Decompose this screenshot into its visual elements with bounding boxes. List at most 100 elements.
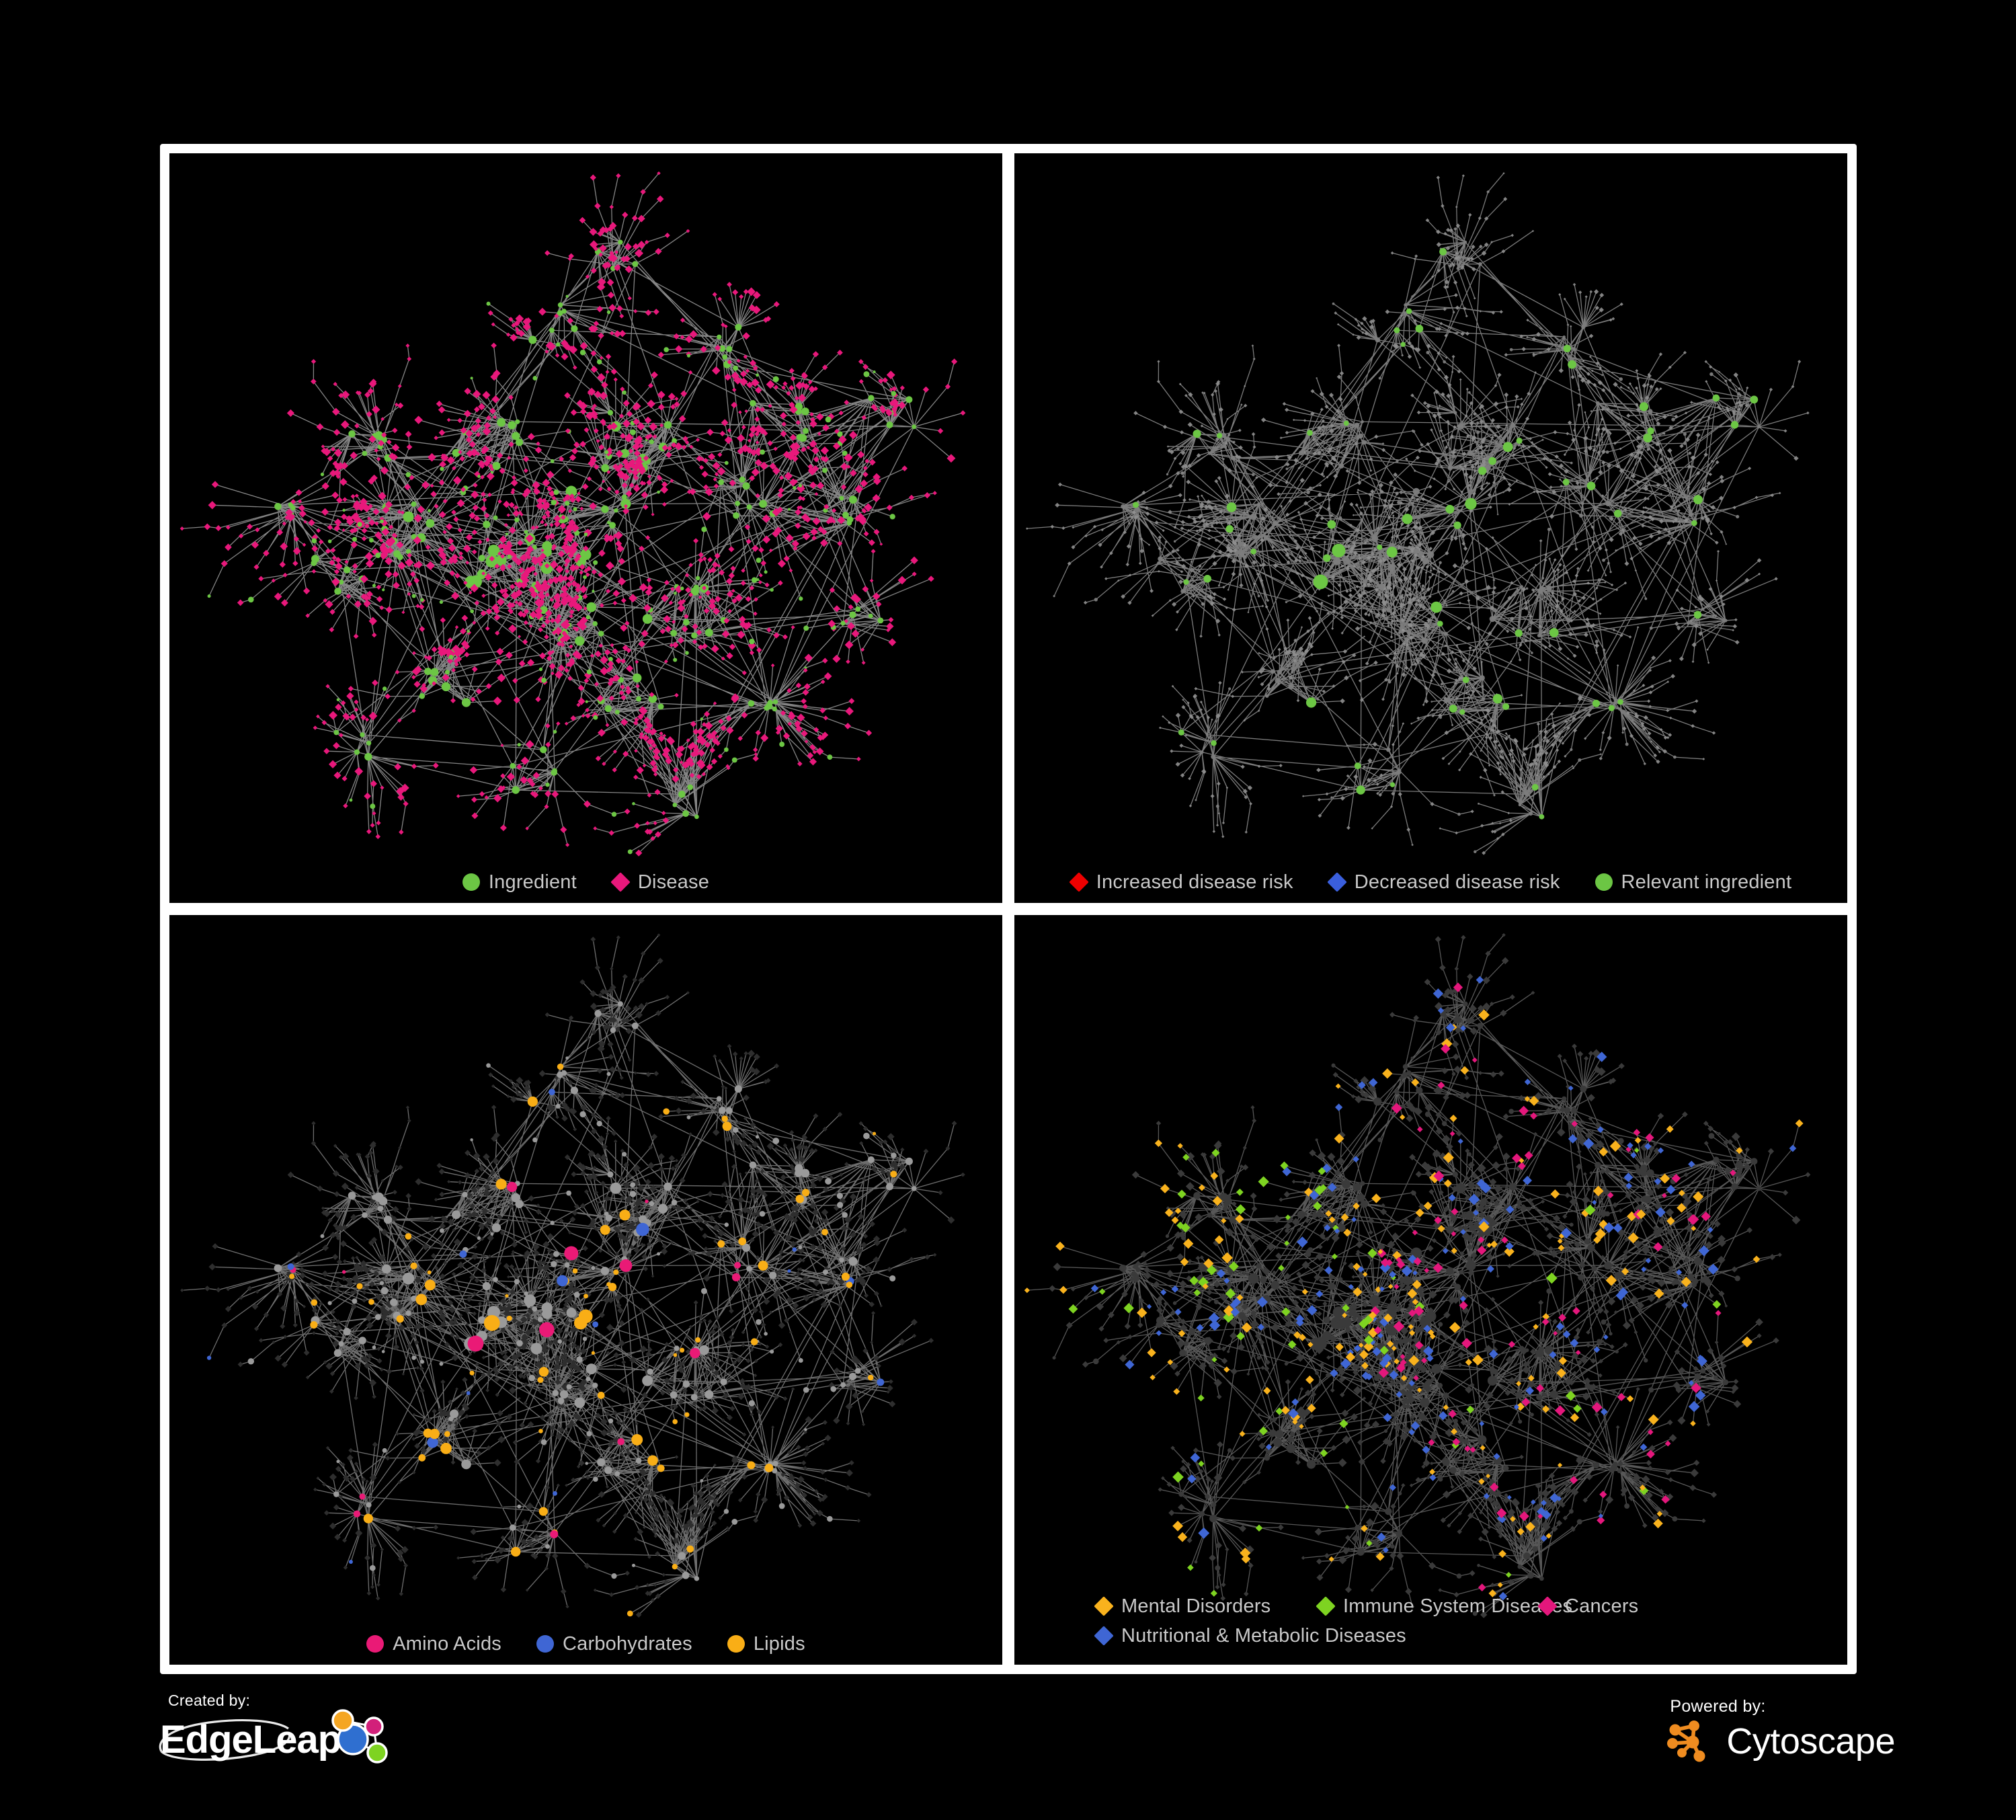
network-node-disease[interactable] [1378,482,1384,488]
network-node-disease[interactable] [1438,404,1441,407]
network-node-disease[interactable] [1050,524,1055,529]
network-node-disease[interactable] [348,1448,354,1453]
network-node-disease[interactable] [1516,405,1520,409]
network-node-disease[interactable] [567,1285,573,1292]
network-node-disease[interactable] [1238,428,1242,432]
network-node-disease[interactable] [394,402,399,407]
network-node-ingredient[interactable] [742,482,750,490]
network-node-disease[interactable] [1344,787,1348,791]
network-node-disease[interactable] [1570,374,1575,379]
network-node-ingredient[interactable] [1316,610,1318,612]
network-node-disease[interactable] [511,487,516,492]
network-node-disease[interactable] [446,418,451,422]
network-node-disease[interactable] [1531,588,1535,592]
network-node-disease[interactable] [1649,384,1654,389]
network-node-disease[interactable] [566,523,574,531]
network-node-disease[interactable] [518,1272,522,1276]
network-node-disease[interactable] [1484,444,1488,448]
network-node-disease[interactable] [457,418,463,424]
network-node-disease[interactable] [1725,543,1728,545]
network-node-disease[interactable] [646,479,652,485]
network-node-disease[interactable] [1531,441,1533,444]
network-node-ingredient[interactable] [1383,556,1387,559]
network-node-disease[interactable] [456,1418,462,1423]
network-node-disease[interactable] [1240,764,1245,769]
network-node-ingredient[interactable] [1217,584,1220,587]
network-node-disease[interactable] [571,1342,577,1348]
network-node-disease[interactable] [1233,548,1238,553]
network-node-disease[interactable] [556,614,562,619]
network-node-ingredient[interactable] [1412,487,1420,496]
network-node-ingredient[interactable] [1053,595,1055,598]
network-node-disease[interactable] [1379,488,1382,491]
network-node-disease[interactable] [1369,319,1374,324]
network-node-ingredient[interactable] [1454,658,1457,661]
network-node-disease[interactable] [1324,404,1329,409]
network-node-disease[interactable] [1720,530,1724,534]
network-node-disease[interactable] [540,548,545,553]
network-node-disease[interactable] [438,1169,445,1175]
network-node-disease[interactable] [755,386,762,394]
network-node-disease[interactable] [773,632,780,639]
network-node-disease[interactable] [515,329,521,335]
network-node-disease[interactable] [1437,327,1442,331]
network-node-ingredient[interactable] [1225,436,1231,442]
network-node-disease[interactable] [620,684,625,690]
network-node-disease[interactable] [1650,517,1655,522]
network-node-disease[interactable] [703,608,710,614]
network-node-disease[interactable] [379,1300,383,1304]
network-node-disease[interactable] [1398,496,1401,500]
network-node-disease[interactable] [862,586,869,593]
network-node-disease[interactable] [545,534,551,541]
network-node-disease[interactable] [1701,486,1707,491]
network-node-disease[interactable] [1662,414,1668,420]
network-node-disease[interactable] [522,639,528,645]
network-node-disease[interactable] [1492,578,1496,582]
network-node-disease[interactable] [556,1360,561,1365]
network-node-disease[interactable] [1575,481,1580,485]
network-node-disease[interactable] [616,305,623,312]
network-node-disease[interactable] [1362,316,1367,321]
network-node-disease[interactable] [711,758,718,765]
network-node-disease[interactable] [1490,435,1494,439]
network-node-ingredient[interactable] [512,786,520,794]
network-node-disease[interactable] [755,440,760,444]
network-node-disease[interactable] [518,567,525,573]
network-node-disease[interactable] [1299,518,1303,521]
network-node-disease[interactable] [497,543,504,549]
network-node-disease[interactable] [672,775,680,783]
network-node-disease[interactable] [740,580,746,586]
network-node-disease[interactable] [561,595,569,604]
network-node-disease[interactable] [377,1298,382,1301]
network-node-disease[interactable] [1232,607,1236,612]
network-node-disease[interactable] [1198,564,1202,568]
network-node-disease[interactable] [1304,648,1309,653]
network-node-disease[interactable] [592,403,597,409]
network-node-disease[interactable] [680,335,685,340]
network-node-disease[interactable] [1127,522,1131,525]
network-node-disease[interactable] [775,730,780,736]
network-node-disease[interactable] [647,1236,651,1240]
network-node-disease[interactable] [380,1313,387,1321]
network-node-disease[interactable] [607,225,614,233]
network-node-disease[interactable] [1455,331,1459,335]
network-node-disease[interactable] [356,1152,360,1156]
network-node-disease[interactable] [1392,656,1396,660]
network-node-disease[interactable] [426,655,432,661]
network-node-disease[interactable] [710,566,717,573]
network-node-disease[interactable] [506,513,510,517]
network-node-disease[interactable] [485,683,492,689]
network-node-disease[interactable] [1734,639,1740,645]
network-node-ingredient[interactable] [1227,589,1229,591]
network-node-disease[interactable] [1336,409,1340,413]
network-node-ingredient[interactable] [1467,496,1471,499]
network-node-disease[interactable] [693,752,698,757]
network-node-disease[interactable] [1631,473,1636,479]
network-node-disease[interactable] [632,243,639,250]
network-node-disease[interactable] [1670,674,1676,679]
network-node-disease[interactable] [490,1229,494,1233]
network-node-disease[interactable] [822,658,828,664]
network-node-disease[interactable] [1544,553,1548,557]
network-node-disease[interactable] [1674,621,1679,627]
network-node-disease[interactable] [499,1350,505,1356]
